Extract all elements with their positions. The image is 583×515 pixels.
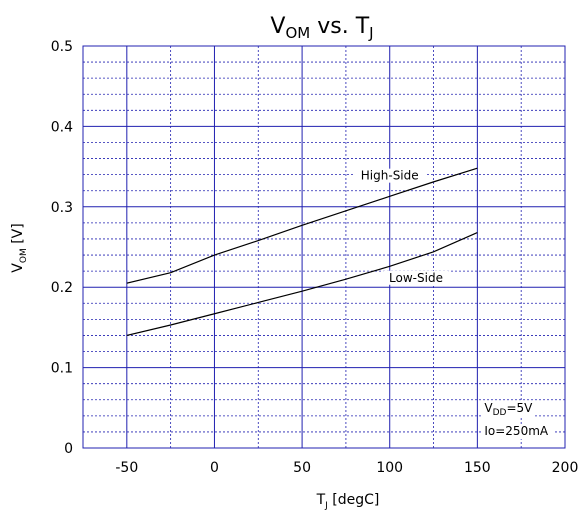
series-label: High-Side [361, 169, 419, 183]
series-layer [126, 167, 478, 337]
x-tick-labels: -50 0 50 100 150 200 [115, 460, 578, 476]
title-t: T [355, 14, 370, 39]
annotation-vdd-subscript: DD [493, 408, 507, 418]
x-axis-title-subscript: J [324, 501, 328, 511]
y-tick-label: 0 [64, 441, 73, 457]
y-axis-title-v: V [10, 263, 26, 273]
series-labels: High-Side Low-Side [353, 168, 449, 285]
x-axis-title-unit: [degC] [328, 492, 380, 508]
conditions-annotation: VDD=5V Io=250mA [482, 400, 555, 440]
chart-title: VOM vs. TJ [270, 14, 373, 42]
x-tick-label: 200 [552, 460, 579, 476]
x-axis-title-t: T [316, 492, 326, 508]
x-tick-label: 0 [210, 460, 219, 476]
x-tick-label: 50 [293, 460, 311, 476]
y-axis-title-subscript: OM [19, 248, 29, 263]
series-label-background [383, 270, 449, 285]
series-label: Low-Side [389, 271, 443, 285]
y-tick-label: 0.2 [51, 280, 73, 296]
annotation-vdd-value: =5V [506, 401, 533, 415]
x-tick-label: -50 [115, 460, 138, 476]
annotation-io: Io=250mA [484, 424, 549, 438]
series-label-background [353, 168, 427, 183]
plot-frame [82, 45, 566, 449]
title-t-subscript: J [368, 24, 373, 42]
y-axis-title: VOM [V] [10, 223, 29, 272]
annotation-vdd: VDD=5V [484, 401, 533, 418]
title-v-subscript: OM [285, 24, 310, 42]
y-tick-label: 0.1 [51, 361, 73, 377]
y-tick-label: 0.5 [51, 39, 73, 55]
minor-grid [83, 46, 565, 448]
y-tick-label: 0.4 [51, 119, 73, 135]
annotation-background-vdd [482, 400, 535, 417]
series-line-low-side [126, 231, 478, 337]
x-tick-label: 100 [376, 460, 403, 476]
y-tick-labels: 0 0.1 0.2 0.3 0.4 0.5 [51, 39, 73, 457]
title-v: V [270, 14, 285, 39]
x-tick-label: 150 [464, 460, 491, 476]
x-axis-title: TJ [degC] [316, 492, 380, 511]
annotation-background-io [482, 424, 555, 440]
title-middle: vs. [310, 14, 355, 39]
y-axis-title-unit: [V] [10, 223, 26, 248]
annotation-vdd-v: V [484, 401, 493, 415]
y-tick-label: 0.3 [51, 200, 73, 216]
series-line-high-side [126, 167, 478, 284]
